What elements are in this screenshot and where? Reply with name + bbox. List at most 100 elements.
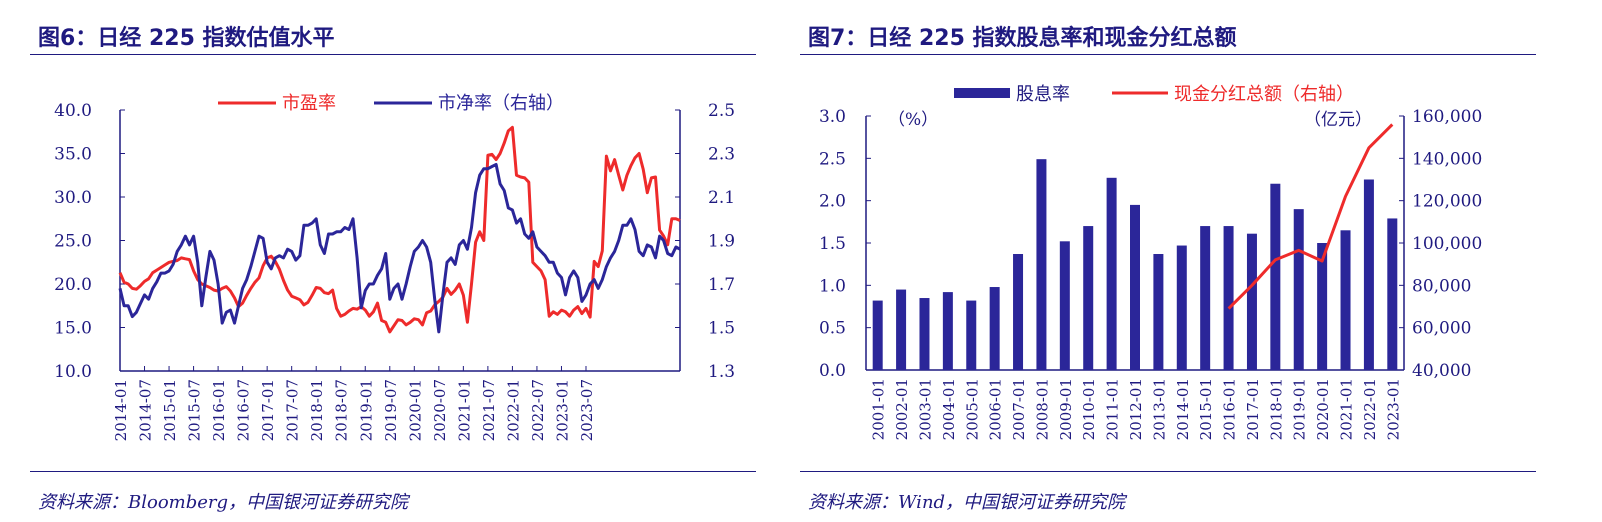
dividend-yield-bar bbox=[896, 289, 907, 370]
cash-dividend-line bbox=[1227, 123, 1394, 310]
dividend-yield-bar bbox=[1293, 209, 1304, 370]
x-tick-label: 2010-01 bbox=[1080, 378, 1098, 440]
figure-7-title: 图7：日经 225 指数股息率和现金分红总额 bbox=[808, 26, 1237, 51]
y-left-tick-label: 30.0 bbox=[54, 188, 92, 208]
x-tick-label: 2022-07 bbox=[529, 379, 547, 441]
y-left-tick-label: 10.0 bbox=[54, 362, 92, 382]
pe-ratio-line bbox=[118, 125, 681, 334]
x-tick-label: 2018-01 bbox=[308, 379, 326, 441]
x-tick-label: 2023-07 bbox=[578, 379, 596, 441]
x-tick-label: 2017-01 bbox=[259, 379, 277, 441]
x-tick-label: 2022-01 bbox=[504, 379, 522, 441]
dividend-yield-bar bbox=[1340, 230, 1351, 370]
dividend-yield-bar bbox=[1363, 179, 1374, 370]
source-note: 资料来源：Wind，中国银河证券研究院 bbox=[808, 492, 1126, 513]
x-tick-label: 2016-01 bbox=[1221, 378, 1239, 440]
x-tick-label: 2022-01 bbox=[1361, 378, 1379, 440]
dividend-yield-bar bbox=[1387, 218, 1398, 370]
dividend-yield-bar bbox=[1036, 159, 1047, 370]
x-tick-label: 2014-01 bbox=[1174, 378, 1192, 440]
x-tick-label: 2018-01 bbox=[1267, 378, 1285, 440]
x-tick-label: 2020-01 bbox=[1314, 378, 1332, 440]
x-tick-label: 2001-01 bbox=[870, 378, 888, 440]
x-tick-label: 2008-01 bbox=[1033, 378, 1051, 440]
y-left-tick-label: 20.0 bbox=[54, 275, 92, 295]
panel-figure-6: 图6：日经 225 指数估值水平 10.0 15.0 20.0 25.0 30.0 35.… bbox=[0, 0, 780, 522]
y-left-tick-label: 1.5 bbox=[819, 234, 846, 254]
panel-figure-7: 图7：日经 225 指数股息率和现金分红总额 0.0 0.5 1.0 1.5 2.0 2.… bbox=[800, 0, 1602, 522]
x-tick-label: 2004-01 bbox=[940, 378, 958, 440]
x-tick-label: 2005-01 bbox=[963, 378, 981, 440]
y-left-tick-label: 35.0 bbox=[54, 145, 92, 165]
x-tick-label: 2015-01 bbox=[161, 379, 179, 441]
legend-label-dividend: 现金分红总额（右轴） bbox=[1174, 84, 1354, 105]
dividend-yield-bar bbox=[1246, 233, 1257, 370]
x-tick-label: 2015-01 bbox=[1197, 378, 1215, 440]
dividend-yield-bar bbox=[872, 300, 883, 370]
footer-rule bbox=[800, 471, 1536, 472]
y-right-tick-label: 1.9 bbox=[708, 232, 735, 252]
legend-label-pb: 市净率（右轴） bbox=[438, 93, 564, 114]
y-right-tick-label: 40,000 bbox=[1412, 361, 1471, 381]
x-tick-label: 2020-01 bbox=[406, 379, 424, 441]
dividend-yield-bar bbox=[1200, 226, 1211, 370]
unit-left-label: （%） bbox=[888, 110, 938, 130]
footer-rule bbox=[30, 471, 756, 472]
dividend-yield-bar bbox=[1106, 177, 1117, 370]
x-tick-label: 2023-01 bbox=[1384, 378, 1402, 440]
dividend-yield-bar bbox=[919, 298, 930, 370]
dividend-yield-bar bbox=[1317, 243, 1328, 370]
dividend-yield-bar bbox=[1083, 226, 1094, 370]
y-right-tick-label: 1.5 bbox=[708, 319, 735, 339]
y-right-tick-label: 1.3 bbox=[708, 362, 735, 382]
x-tick-label: 2011-01 bbox=[1104, 378, 1122, 440]
y-right-tick-label: 160,000 bbox=[1412, 107, 1482, 127]
x-tick-label: 2017-01 bbox=[1244, 378, 1262, 440]
x-tick-label: 2021-07 bbox=[480, 379, 498, 441]
x-tick-label: 2016-07 bbox=[235, 379, 253, 441]
y-left-tick-label: 25.0 bbox=[54, 232, 92, 252]
y-right-tick-label: 80,000 bbox=[1412, 276, 1471, 296]
x-tick-label: 2009-01 bbox=[1057, 378, 1075, 440]
y-right-tick-label: 100,000 bbox=[1412, 234, 1482, 254]
x-tick-label: 2003-01 bbox=[916, 378, 934, 440]
x-tick-label: 2021-01 bbox=[455, 379, 473, 441]
x-tick-label: 2007-01 bbox=[1010, 378, 1028, 440]
y-right-tick-label: 120,000 bbox=[1412, 192, 1482, 212]
legend-label-yield: 股息率 bbox=[1016, 84, 1070, 105]
x-tick-label: 2021-01 bbox=[1338, 378, 1356, 440]
dividend-yield-bar bbox=[1153, 254, 1164, 370]
pe-pb-line-chart: 10.0 15.0 20.0 25.0 30.0 35.0 40.0 1.3 1.5 1.7 1.9… bbox=[54, 93, 735, 441]
dividend-yield-bar bbox=[1223, 226, 1234, 370]
x-tick-label: 2014-01 bbox=[112, 379, 130, 441]
y-left-tick-label: 3.0 bbox=[819, 107, 846, 127]
x-tick-label: 2019-01 bbox=[357, 379, 375, 441]
y-left-tick-label: 2.5 bbox=[819, 149, 846, 169]
y-right-tick-label: 140,000 bbox=[1412, 149, 1482, 169]
dividend-yield-bar bbox=[1176, 245, 1187, 370]
pb-ratio-line bbox=[118, 162, 681, 334]
figure-6-title: 图6：日经 225 指数估值水平 bbox=[38, 26, 335, 51]
legend-label-pe: 市盈率 bbox=[282, 93, 336, 114]
y-right-tick-label: 2.1 bbox=[708, 188, 735, 208]
dividend-yield-bar bbox=[966, 300, 977, 370]
x-tick-label: 2018-07 bbox=[333, 379, 351, 441]
y-right-tick-label: 2.5 bbox=[708, 101, 735, 121]
x-tick-label: 2019-01 bbox=[1291, 378, 1309, 440]
x-tick-label: 2023-01 bbox=[553, 379, 571, 441]
y-left-tick-label: 40.0 bbox=[54, 101, 92, 121]
x-tick-label: 2012-01 bbox=[1127, 378, 1145, 440]
x-tick-label: 2016-01 bbox=[210, 379, 228, 441]
legend-swatch-yield bbox=[954, 88, 1010, 98]
y-right-tick-label: 2.3 bbox=[708, 145, 735, 165]
y-right-tick-label: 1.7 bbox=[708, 275, 735, 295]
y-left-tick-label: 15.0 bbox=[54, 319, 92, 339]
x-tick-label: 2015-07 bbox=[186, 379, 204, 441]
y-left-tick-label: 0.0 bbox=[819, 361, 846, 381]
y-right-tick-label: 60,000 bbox=[1412, 319, 1471, 339]
source-note: 资料来源：Bloomberg，中国银河证券研究院 bbox=[38, 492, 409, 513]
dividend-yield-bar bbox=[1130, 204, 1140, 370]
dividend-yield-bar bbox=[1059, 241, 1070, 370]
y-left-tick-label: 0.5 bbox=[819, 319, 846, 339]
x-tick-label: 2013-01 bbox=[1150, 378, 1168, 440]
